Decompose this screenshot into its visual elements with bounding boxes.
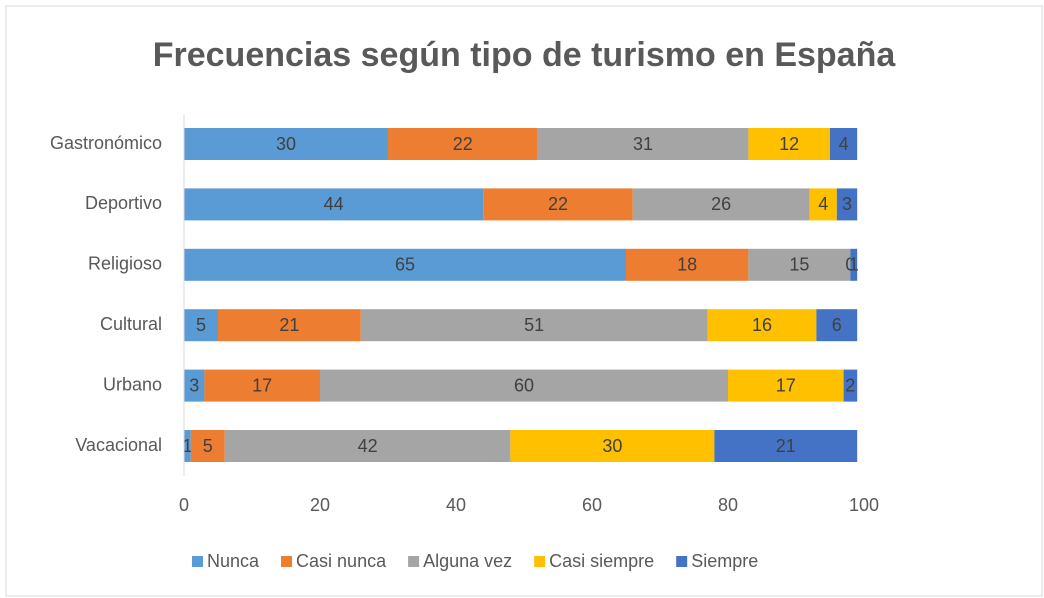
data-label: 12	[779, 134, 799, 154]
bar-segment	[360, 309, 708, 342]
bar-segment	[320, 369, 728, 402]
y-tick-label: Cultural	[100, 314, 162, 334]
data-label: 18	[677, 255, 697, 275]
y-tick-label: Urbano	[103, 374, 162, 394]
data-label: 16	[752, 315, 772, 335]
data-label: 21	[279, 315, 299, 335]
data-label: 30	[276, 134, 296, 154]
data-label: 3	[189, 375, 199, 395]
data-label: 4	[818, 194, 828, 214]
data-label: 3	[842, 194, 852, 214]
data-label: 1	[182, 436, 192, 456]
bar-segment	[184, 309, 218, 342]
data-label: 15	[789, 255, 809, 275]
bar-segment	[809, 188, 837, 221]
data-label: 6	[832, 315, 842, 335]
chart-title: Frecuencias según tipo de turismo en Esp…	[153, 36, 897, 74]
data-label: 22	[453, 134, 473, 154]
legend-swatch	[676, 556, 688, 567]
data-label: 2	[845, 375, 855, 395]
bar-segment	[707, 309, 817, 342]
data-label: 17	[252, 375, 272, 395]
data-label: 4	[839, 134, 849, 154]
bar-segment	[843, 369, 858, 402]
bar-segment	[184, 248, 626, 281]
legend-swatch	[534, 556, 546, 567]
legend-label: Nunca	[207, 551, 260, 571]
legend-swatch	[192, 556, 203, 567]
x-tick-label: 40	[446, 495, 466, 515]
bar-segment	[218, 309, 361, 342]
bar-segment	[714, 430, 858, 462]
data-label: 65	[395, 255, 415, 275]
bar-segment	[184, 369, 205, 402]
data-label: 30	[602, 436, 622, 456]
data-label: 60	[514, 375, 534, 395]
data-label: 22	[548, 194, 568, 214]
data-label: 51	[524, 315, 544, 335]
legend-label: Siempre	[691, 551, 758, 571]
bar-segment	[184, 128, 388, 160]
bar-segment	[483, 188, 633, 221]
bar-segment	[748, 248, 851, 281]
legend-label: Casi siempre	[549, 551, 654, 571]
data-label: 1	[849, 255, 859, 275]
data-label: 31	[633, 134, 653, 154]
x-tick-label: 20	[310, 495, 330, 515]
bar-segment	[224, 430, 511, 462]
data-label: 44	[324, 194, 344, 214]
bar-segment	[728, 369, 844, 402]
chart-frame	[5, 5, 1043, 597]
bar-segment	[388, 128, 538, 160]
y-tick-label: Religioso	[88, 254, 162, 274]
bar-segment	[816, 309, 858, 342]
data-label: 5	[203, 436, 213, 456]
bar-segment	[632, 188, 810, 221]
bar-segment	[190, 430, 225, 462]
bar-segment	[850, 248, 858, 281]
bar-segment	[748, 128, 830, 160]
legend-swatch	[408, 556, 420, 567]
y-tick-label: Deportivo	[85, 193, 162, 213]
legend-swatch	[281, 556, 293, 567]
y-tick-label: Gastronómico	[50, 133, 162, 153]
bar-segment	[184, 430, 191, 462]
bar-segment	[510, 430, 715, 462]
x-tick-label: 60	[582, 495, 602, 515]
x-tick-label: 100	[849, 495, 879, 515]
data-label: 5	[196, 315, 206, 335]
bar-segment	[626, 248, 749, 281]
data-label: 42	[358, 436, 378, 456]
data-label: 17	[776, 375, 796, 395]
legend-label: Casi nunca	[296, 551, 387, 571]
x-tick-label: 0	[179, 495, 189, 515]
bar-segment	[184, 188, 484, 221]
y-tick-label: Vacacional	[75, 435, 162, 455]
bar-segment	[830, 128, 858, 160]
bar-segment	[537, 128, 749, 160]
bar-segment	[836, 188, 858, 221]
data-label: 26	[711, 194, 731, 214]
data-label: 21	[776, 436, 796, 456]
legend-label: Alguna vez	[423, 551, 512, 571]
x-tick-label: 80	[718, 495, 738, 515]
bar-segment	[204, 369, 320, 402]
